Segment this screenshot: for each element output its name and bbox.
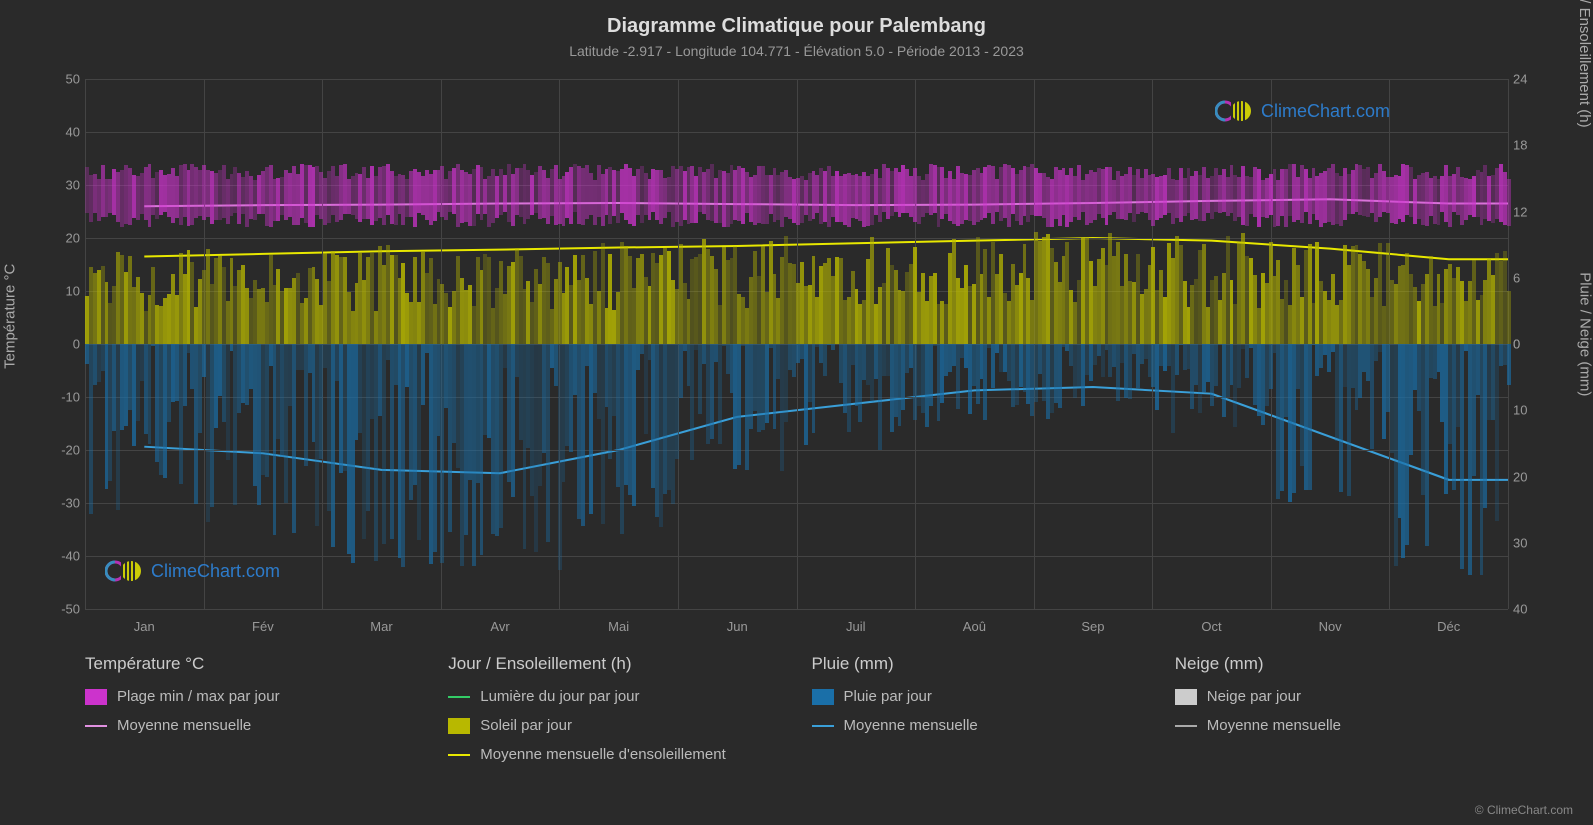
y-tick-left: 40 [40,125,80,140]
legend-item: Pluie par jour [812,688,1145,705]
chart-title: Diagramme Climatique pour Palembang [20,15,1573,38]
legend-item: Plage min / max par jour [85,688,418,705]
y-tick-right-top: 6 [1513,270,1543,285]
legend-item: Moyenne mensuelle [812,717,1145,734]
legend-item: Lumière du jour par jour [448,688,781,705]
legend: Température °C Plage min / max par jour M… [85,654,1508,775]
legend-label: Plage min / max par jour [117,688,280,705]
y-tick-right-bottom: 0 [1513,337,1543,352]
x-tick-month: Sep [1081,619,1104,634]
y-tick-right-top: 18 [1513,138,1543,153]
legend-swatch [812,689,834,705]
legend-label: Moyenne mensuelle d'ensoleillement [480,746,726,763]
legend-swatch [85,725,107,727]
y-tick-left: 0 [40,337,80,352]
legend-col-temperature: Température °C Plage min / max par jour M… [85,654,418,775]
watermark-text: ClimeChart.com [151,561,280,582]
legend-label: Neige par jour [1207,688,1301,705]
legend-col-rain: Pluie (mm) Pluie par jour Moyenne mensuel… [812,654,1145,775]
climechart-logo-icon [1215,99,1255,123]
y-tick-left: -20 [40,443,80,458]
legend-heading: Neige (mm) [1175,654,1508,674]
climate-chart: Diagramme Climatique pour Palembang Lati… [0,0,1593,825]
x-tick-month: Mai [608,619,629,634]
legend-swatch [85,689,107,705]
legend-swatch [1175,689,1197,705]
chart-subtitle: Latitude -2.917 - Longitude 104.771 - Él… [20,43,1573,59]
legend-label: Moyenne mensuelle [844,717,978,734]
legend-swatch [1175,725,1197,727]
x-tick-month: Fév [252,619,274,634]
legend-swatch [448,754,470,756]
y-axis-right-top-title: Jour / Ensoleillement (h) [1577,0,1593,128]
legend-heading: Pluie (mm) [812,654,1145,674]
x-tick-month: Jun [727,619,748,634]
watermark: ClimeChart.com [105,559,280,583]
legend-item: Moyenne mensuelle [1175,717,1508,734]
y-tick-right-bottom: 20 [1513,469,1543,484]
y-axis-left-title: Température °C [2,263,19,368]
y-tick-right-top: 24 [1513,72,1543,87]
watermark: ClimeChart.com [1215,99,1390,123]
y-tick-left: -10 [40,390,80,405]
legend-label: Pluie par jour [844,688,932,705]
legend-label: Lumière du jour par jour [480,688,639,705]
x-tick-month: Jan [134,619,155,634]
y-tick-left: 50 [40,72,80,87]
legend-swatch [448,696,470,698]
y-tick-right-bottom: 10 [1513,403,1543,418]
legend-col-snow: Neige (mm) Neige par jour Moyenne mensuel… [1175,654,1508,775]
legend-item: Moyenne mensuelle d'ensoleillement [448,746,781,763]
y-tick-right-top: 12 [1513,204,1543,219]
legend-heading: Jour / Ensoleillement (h) [448,654,781,674]
climechart-logo-icon [105,559,145,583]
legend-item: Neige par jour [1175,688,1508,705]
x-tick-month: Juil [846,619,866,634]
rain-band [85,79,1508,609]
watermark-text: ClimeChart.com [1261,101,1390,122]
legend-label: Moyenne mensuelle [1207,717,1341,734]
legend-swatch [812,725,834,727]
legend-heading: Température °C [85,654,418,674]
y-tick-right-bottom: 40 [1513,602,1543,617]
legend-item: Moyenne mensuelle [85,717,418,734]
y-tick-left: 10 [40,284,80,299]
y-tick-left: -50 [40,602,80,617]
legend-col-daylight: Jour / Ensoleillement (h) Lumière du jou… [448,654,781,775]
x-tick-month: Nov [1319,619,1342,634]
y-tick-left: -40 [40,549,80,564]
y-axis-right-bottom-title: Pluie / Neige (mm) [1577,272,1593,396]
legend-item: Soleil par jour [448,717,781,734]
x-tick-month: Mar [370,619,392,634]
x-tick-month: Déc [1437,619,1460,634]
y-tick-left: 30 [40,178,80,193]
legend-label: Soleil par jour [480,717,572,734]
y-tick-left: 20 [40,231,80,246]
plot-area: -50-40-30-20-100102030405006121824010203… [85,79,1508,609]
x-tick-month: Oct [1201,619,1221,634]
y-tick-right-bottom: 30 [1513,535,1543,550]
x-tick-month: Avr [490,619,509,634]
legend-swatch [448,718,470,734]
legend-label: Moyenne mensuelle [117,717,251,734]
gridline-h [85,609,1508,610]
x-tick-month: Aoû [963,619,986,634]
copyright-text: © ClimeChart.com [1475,803,1573,817]
y-tick-left: -30 [40,496,80,511]
